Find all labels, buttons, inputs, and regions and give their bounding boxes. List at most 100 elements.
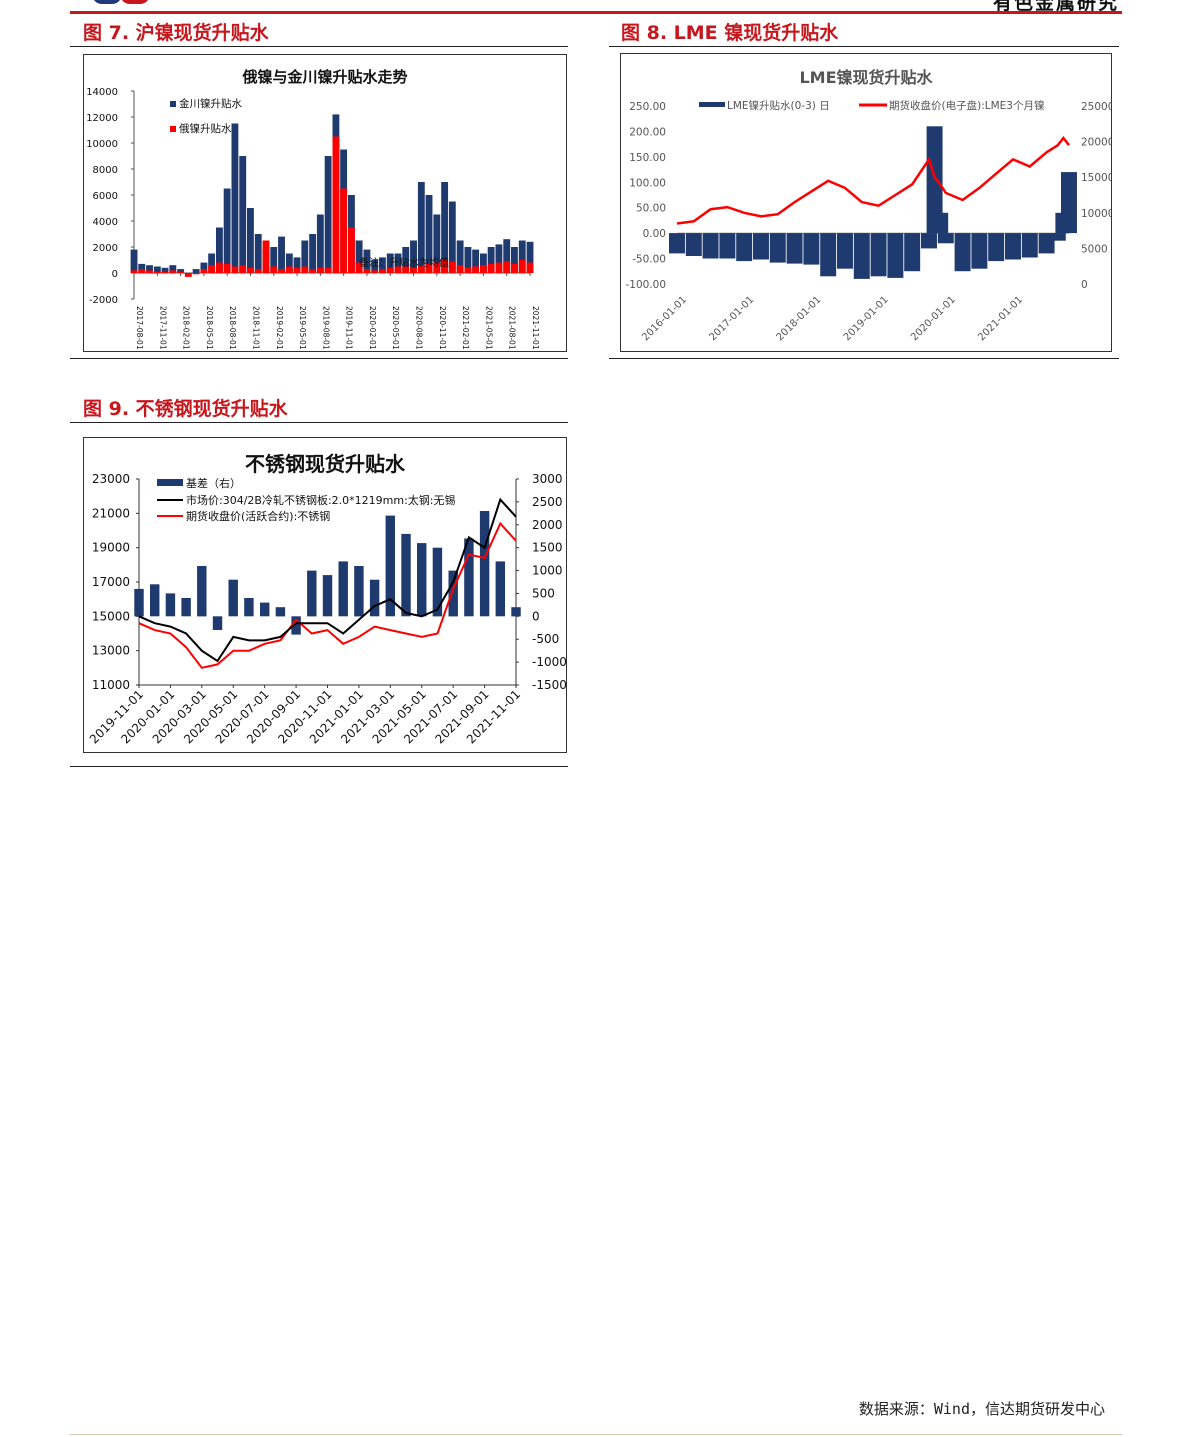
- fig9-y-right-tick-label: -1500: [532, 678, 566, 692]
- fig7-bar-jinchuan: [161, 267, 169, 273]
- fig7-bar-russia: [355, 262, 363, 273]
- fig9-bar-basis: [417, 543, 427, 617]
- fig8-bar-lme-spread: [870, 233, 887, 277]
- fig7-bar-jinchuan: [371, 260, 379, 273]
- fig7-bar-russia: [518, 260, 526, 273]
- fig9-line-spot: [138, 497, 517, 663]
- fig7-bar-russia: [130, 270, 138, 273]
- fig8-x-tick-label: 2018-01-01: [775, 294, 824, 343]
- fig9-title: 图 9. 不锈钢现货升贴水: [83, 398, 288, 420]
- fig9-y-right-tick-label: 2500: [532, 495, 563, 509]
- fig7-bar-jinchuan: [511, 247, 518, 273]
- fig7-bar-russia: [386, 267, 394, 273]
- fig7-bar-jinchuan: [293, 257, 301, 273]
- fig7-bar-jinchuan: [379, 257, 386, 273]
- fig7-bar-russia: [371, 270, 379, 273]
- fig9-bar-basis: [369, 579, 380, 617]
- fig9-bar-basis: [181, 598, 191, 617]
- fig8-x-tick-label: 2016-01-01: [640, 294, 689, 343]
- fig9-bar-basis: [197, 566, 207, 617]
- fig8-bar-lme-spread: [769, 233, 786, 263]
- fig7-bottom-rule: [70, 358, 568, 359]
- fig7-x-tick-label: 2020-02-01: [368, 306, 377, 350]
- fig9-bottom-rule: [70, 766, 568, 767]
- fig7-x-tick-label: 2020-05-01: [391, 306, 400, 350]
- fig7-bar-russia: [216, 262, 223, 273]
- fig7-title-rule: [70, 46, 568, 47]
- fig7-chart: 俄镍与金川镍升贴水走势 14000 12000 10000 8000 6000 4000 20…: [83, 54, 567, 352]
- fig8-x-tick-label: 2017-01-01: [707, 294, 756, 343]
- fig8-bar-lme-spread: [921, 233, 937, 249]
- fig7-bar-jinchuan: [208, 253, 216, 273]
- fig7-x-tick-label: 2021-02-01: [461, 306, 470, 350]
- fig9-y-right-tick-label: 0: [532, 609, 540, 623]
- fig8-bar-lme-spread: [837, 233, 853, 269]
- fig8-y-left-tick-label: -100.00: [625, 279, 666, 291]
- fig7-x-tick-label: 2020-11-01: [438, 306, 447, 350]
- fig7-bar-russia: [511, 263, 518, 273]
- fig7-bar-jinchuan: [402, 247, 410, 273]
- fig7-bar-jinchuan: [177, 269, 185, 273]
- fig9-bar-basis: [134, 588, 144, 617]
- fig8-y-left-tick-label: -50.00: [632, 254, 666, 266]
- fig7-bar-jinchuan: [472, 249, 480, 273]
- fig9-y-right-tick-label: -1000: [532, 655, 566, 669]
- fig7-title: 图 7. 沪镍现货升贴水: [83, 22, 269, 44]
- fig8-bar-lme-spread: [904, 233, 921, 272]
- fig8-bar-lme-spread: [1021, 233, 1038, 258]
- fig7-bar-jinchuan: [301, 240, 309, 273]
- fig8-y-right-tick-label: 25000: [1081, 101, 1111, 113]
- fig7-bar-russia: [153, 271, 161, 273]
- fig8-bar-lme-spread: [1005, 233, 1021, 260]
- fig8-bar-lme-spread: [853, 233, 870, 279]
- fig9-bar-basis: [432, 547, 443, 617]
- fig7-bar-jinchuan: [192, 269, 200, 273]
- fig9-bar-basis: [385, 515, 396, 617]
- fig7-bar-jinchuan: [386, 253, 394, 273]
- fig8-x-tick-label: 2019-01-01: [842, 294, 891, 343]
- fig9-legend-label: 市场价:304/2B冷轧不锈钢板:2.0*1219mm:太钢:无锡: [186, 493, 456, 507]
- fig7-x-tick-label: 2021-05-01: [484, 306, 493, 350]
- fig7-bar-jinchuan: [448, 201, 456, 273]
- fig9-bar-basis: [338, 561, 348, 617]
- fig7-bar-jinchuan: [169, 265, 177, 273]
- fig7-bar-russia: [316, 267, 324, 273]
- fig7-x-tick-label: 2018-08-01: [228, 306, 237, 350]
- fig8-title-rule: [609, 46, 1119, 47]
- fig7-y-tick-label: 10000: [86, 139, 118, 150]
- fig7-bar-russia: [363, 269, 371, 273]
- fig7-bar-russia: [410, 267, 417, 273]
- fig9-chart: 不锈钢现货升贴水 23000 21000 19000 17000 15000 13000 11…: [83, 437, 567, 753]
- fig8-bar-lme-spread: [932, 212, 949, 234]
- fig7-bar-jinchuan: [394, 253, 402, 273]
- fig8-bar-lme-spread: [702, 233, 719, 259]
- fig7-y-tick-label: 8000: [93, 165, 118, 176]
- fig8-y-right-tick-label: 10000: [1081, 208, 1111, 220]
- fig9-svg: 不锈钢现货升贴水23000210001900017000150001300011…: [87, 452, 567, 746]
- fig7-bar-russia: [464, 267, 472, 273]
- fig7-x-tick-label: 2019-05-01: [298, 306, 307, 350]
- fig9-y-left-tick-label: 15000: [92, 609, 130, 623]
- fig8-x-tick-label: 2020-01-01: [909, 294, 958, 343]
- fig8-bar-lme-spread: [1061, 172, 1077, 234]
- fig7-bar-jinchuan: [503, 239, 511, 273]
- fig7-bar-russia: [332, 136, 340, 273]
- fig9-bar-basis: [464, 538, 474, 617]
- fig7-bar-jinchuan: [355, 240, 363, 273]
- fig7-bar-jinchuan: [130, 249, 138, 273]
- fig9-bar-basis: [307, 570, 317, 617]
- fig8-bar-lme-spread: [803, 233, 820, 265]
- fig7-bar-jinchuan: [247, 208, 254, 273]
- fig9-bar-basis: [479, 511, 490, 617]
- fig7-chart-title: 俄镍与金川镍升贴水走势: [241, 68, 407, 86]
- fig8-bar-lme-spread: [669, 233, 685, 254]
- fig7-bar-russia: [340, 188, 348, 273]
- fig7-bar-jinchuan: [425, 195, 433, 273]
- fig7-y-tick-label: 6000: [93, 191, 118, 202]
- fig9-bar-basis: [448, 570, 458, 617]
- fig7-bar-jinchuan: [146, 265, 153, 273]
- fig7-y-tick-label: 4000: [93, 217, 118, 228]
- fig9-y-left-tick-label: 21000: [92, 506, 130, 520]
- fig7-bar-russia: [441, 260, 449, 273]
- fig7-bar-jinchuan: [254, 234, 262, 273]
